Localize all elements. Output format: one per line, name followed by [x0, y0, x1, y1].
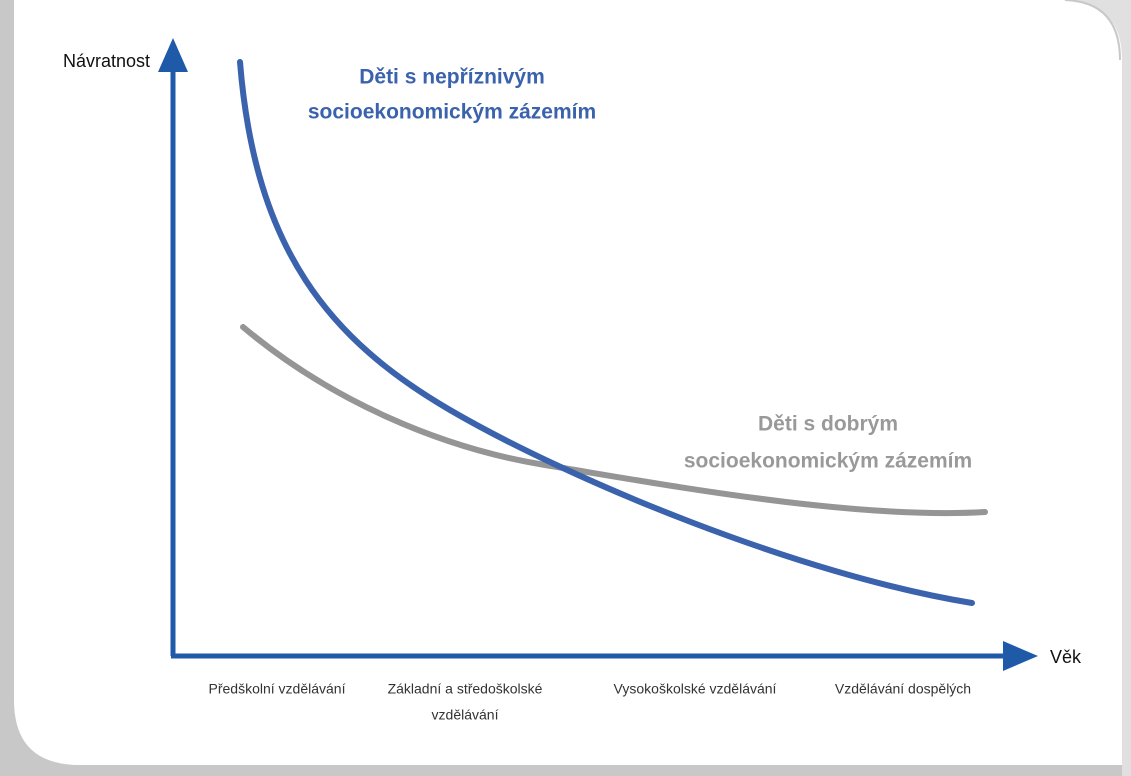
- curve-label: Děti s dobrým: [758, 413, 898, 436]
- category-label: vzdělávání: [432, 707, 499, 723]
- curve-disadvantaged: [237, 59, 975, 606]
- y-axis-arrow: [158, 38, 188, 72]
- category-label: Předškolní vzdělávání: [209, 681, 346, 697]
- x-axis-label: Věk: [1050, 647, 1082, 667]
- category-label: Vzdělávání dospělých: [835, 681, 971, 697]
- curve-label: socioekonomickým zázemím: [308, 101, 596, 124]
- category-label: Základní a středoškolské: [388, 681, 543, 697]
- curve-label: socioekonomickým zázemím: [684, 450, 972, 473]
- y-axis-label: Návratnost: [63, 51, 150, 71]
- category-label: Vysokoškolské vzdělávání: [614, 681, 777, 697]
- curve-label: Děti s nepříznivým: [359, 66, 545, 89]
- x-axis-arrow: [1003, 641, 1038, 671]
- card-corner: [1064, 0, 1121, 61]
- card-edge: [1060, 0, 1131, 776]
